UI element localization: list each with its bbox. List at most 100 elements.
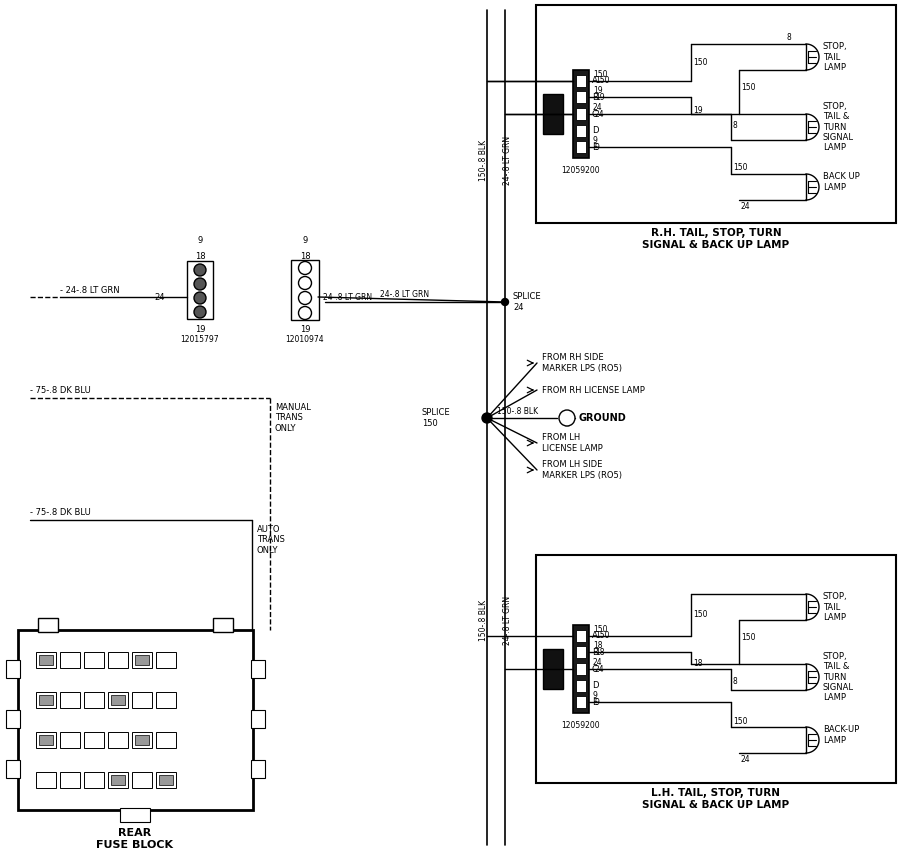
Text: 19: 19 <box>195 325 205 334</box>
Bar <box>108 772 128 788</box>
Bar <box>573 625 588 713</box>
Text: 24: 24 <box>741 755 750 764</box>
Text: 24-.8 LT GRN: 24-.8 LT GRN <box>323 292 372 302</box>
Text: 150: 150 <box>594 631 609 640</box>
Bar <box>575 630 585 642</box>
Text: 18: 18 <box>593 641 602 650</box>
Bar <box>135 655 149 665</box>
Text: 8: 8 <box>786 33 790 42</box>
Text: 9: 9 <box>594 143 599 152</box>
Text: FROM LH
LICENSE LAMP: FROM LH LICENSE LAMP <box>541 434 602 452</box>
Bar <box>575 75 585 87</box>
Text: SPLICE
24: SPLICE 24 <box>512 292 541 312</box>
Bar <box>60 772 80 788</box>
Bar <box>575 92 585 104</box>
Text: 24-.8 LT GRN: 24-.8 LT GRN <box>380 290 429 299</box>
Bar <box>156 732 176 748</box>
Bar <box>39 695 53 705</box>
Text: 150: 150 <box>593 625 607 633</box>
Bar <box>6 710 20 728</box>
Text: 12015797: 12015797 <box>180 335 219 344</box>
Text: 19: 19 <box>593 87 602 95</box>
Text: 150-.8 BLK: 150-.8 BLK <box>479 599 488 640</box>
Text: D: D <box>592 681 598 690</box>
Bar <box>159 775 173 785</box>
Text: A: A <box>592 76 597 85</box>
Text: 150: 150 <box>692 610 706 620</box>
Text: 150: 150 <box>594 76 609 85</box>
Circle shape <box>558 410 575 426</box>
Text: 24-.8 LT GRN: 24-.8 LT GRN <box>503 135 512 184</box>
Bar <box>187 261 213 319</box>
Bar <box>536 5 895 223</box>
Bar <box>575 697 585 709</box>
Text: SPLICE
150: SPLICE 150 <box>421 408 450 428</box>
Text: 9: 9 <box>302 236 308 245</box>
Text: BACK-UP
LAMP: BACK-UP LAMP <box>822 725 859 745</box>
Bar <box>60 732 80 748</box>
Bar <box>36 692 56 708</box>
Text: A: A <box>592 631 597 640</box>
Circle shape <box>194 264 206 276</box>
Bar <box>84 652 104 668</box>
Bar <box>111 775 124 785</box>
Text: BACK UP
LAMP: BACK UP LAMP <box>822 172 859 192</box>
Bar <box>60 692 80 708</box>
Circle shape <box>194 306 206 318</box>
Circle shape <box>299 277 311 290</box>
Text: 24: 24 <box>594 110 604 118</box>
Text: 150: 150 <box>741 82 755 92</box>
Text: 9: 9 <box>593 692 597 700</box>
Bar <box>6 760 20 778</box>
Bar <box>108 652 128 668</box>
Bar <box>156 772 176 788</box>
Text: C: C <box>592 664 597 674</box>
Text: 24: 24 <box>741 202 750 211</box>
Text: 150: 150 <box>741 632 755 642</box>
Bar <box>536 555 895 783</box>
Bar <box>575 663 585 675</box>
Bar <box>251 660 264 678</box>
Text: 24: 24 <box>593 658 602 667</box>
Text: 12010974: 12010974 <box>285 335 324 344</box>
Text: 150: 150 <box>732 716 747 726</box>
Text: 150-.8 BLK: 150-.8 BLK <box>496 407 538 416</box>
Text: 150-.8 BLK: 150-.8 BLK <box>479 140 488 181</box>
Text: R.H. TAIL, STOP, TURN
SIGNAL & BACK UP LAMP: R.H. TAIL, STOP, TURN SIGNAL & BACK UP L… <box>641 228 788 249</box>
Bar <box>36 732 56 748</box>
Text: 24: 24 <box>154 292 165 302</box>
Bar <box>575 141 585 153</box>
Bar <box>575 108 585 120</box>
Text: 8: 8 <box>732 676 737 686</box>
Text: E: E <box>592 143 596 152</box>
Text: 24-.8 LT GRN: 24-.8 LT GRN <box>503 596 512 644</box>
Text: 12059200: 12059200 <box>561 166 600 175</box>
Text: REAR
FUSE BLOCK: REAR FUSE BLOCK <box>97 828 173 849</box>
Bar <box>135 735 149 745</box>
Circle shape <box>299 261 311 274</box>
Bar <box>39 735 53 745</box>
Text: B: B <box>592 648 597 656</box>
Text: 9: 9 <box>593 136 597 146</box>
Text: FROM RH SIDE
MARKER LPS (RO5): FROM RH SIDE MARKER LPS (RO5) <box>541 353 621 373</box>
Bar <box>84 772 104 788</box>
Text: 150: 150 <box>732 163 747 171</box>
Text: E: E <box>592 698 596 707</box>
Text: 150: 150 <box>593 69 607 79</box>
Text: MANUAL
TRANS
ONLY: MANUAL TRANS ONLY <box>275 403 310 433</box>
Text: 24: 24 <box>593 103 602 112</box>
Bar <box>84 692 104 708</box>
Circle shape <box>299 291 311 304</box>
Text: 18: 18 <box>195 252 205 261</box>
Text: 19: 19 <box>692 106 702 115</box>
Text: GROUND: GROUND <box>578 413 626 423</box>
Bar <box>18 630 253 810</box>
Bar <box>542 649 562 689</box>
Text: 18: 18 <box>692 659 702 668</box>
Bar <box>6 660 20 678</box>
Bar <box>111 695 124 705</box>
Bar <box>575 680 585 692</box>
Circle shape <box>482 413 492 423</box>
Text: 9: 9 <box>198 236 202 245</box>
Bar <box>132 732 152 748</box>
